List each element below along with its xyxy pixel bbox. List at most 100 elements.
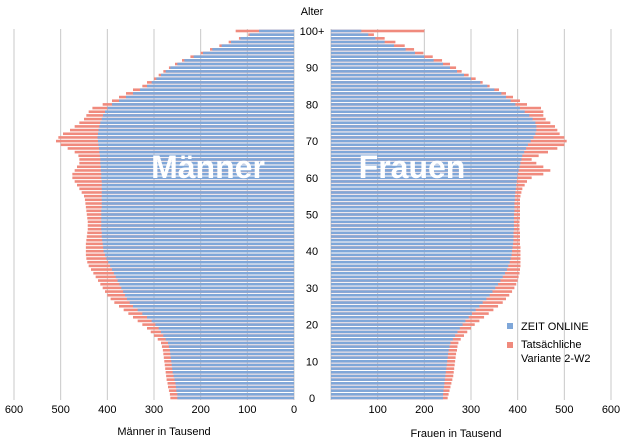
bar-zeit-frauen-age-13 (331, 348, 449, 352)
bar-zeit-maenner-age-91 (177, 62, 294, 66)
age-tick-40: 40 (306, 246, 318, 258)
bar-zeit-frauen-age-50 (331, 213, 514, 216)
bar-zeit-maenner-age-79 (107, 106, 294, 110)
bar-zeit-frauen-age-49 (331, 216, 514, 220)
bar-zeit-frauen-age-81 (331, 99, 511, 103)
bar-zeit-frauen-age-75 (331, 121, 536, 125)
bar-zeit-frauen-age-9 (331, 363, 447, 367)
bar-zeit-frauen-age-68 (331, 147, 527, 150)
legend-label-zeit: ZEIT ONLINE (521, 321, 589, 333)
bar-zeit-frauen-age-93 (331, 55, 425, 58)
bar-zeit-maenner-age-73 (98, 128, 294, 132)
bar-zeit-maenner-age-60 (101, 176, 295, 180)
age-axis-title: Alter (301, 6, 324, 18)
bar-zeit-frauen-age-88 (331, 73, 464, 77)
bar-zeit-maenner-age-36 (110, 264, 294, 268)
bar-zeit-frauen-age-79 (331, 106, 520, 110)
bar-zeit-frauen-age-87 (331, 77, 471, 81)
bar-zeit-frauen-age-61 (331, 172, 518, 176)
bar-zeit-frauen-age-2 (331, 389, 444, 392)
bar-zeit-frauen-age-70 (331, 139, 531, 143)
bar-zeit-maenner-age-15 (168, 341, 294, 345)
bar-zeit-frauen-age-66 (331, 154, 523, 158)
x-tick-frauen-200: 200 (415, 404, 433, 416)
bar-zeit-frauen-age-24 (331, 308, 476, 312)
bar-zeit-maenner-age-57 (101, 187, 294, 191)
bar-zeit-maenner-age-45 (101, 231, 294, 235)
bar-zeit-frauen-age-23 (331, 312, 472, 315)
bar-zeit-maenner-age-92 (184, 59, 294, 62)
x-tick-frauen-100: 100 (368, 404, 386, 416)
bar-zeit-maenner-age-88 (161, 73, 294, 77)
bar-zeit-maenner-age-10 (171, 360, 294, 363)
bar-zeit-frauen-age-43 (331, 238, 514, 242)
bar-zeit-maenner-age-20 (155, 323, 294, 326)
bar-zeit-maenner-age-86 (151, 81, 294, 84)
bar-zeit-maenner-age-85 (147, 84, 294, 88)
bar-zeit-maenner-age-22 (147, 315, 294, 319)
bar-zeit-maenner-age-32 (117, 279, 294, 282)
bar-zeit-frauen-age-82 (331, 95, 506, 99)
bar-zeit-maenner-age-65 (100, 158, 294, 161)
bar-zeit-frauen-age-38 (331, 257, 511, 260)
bar-zeit-maenner-age-100 (259, 29, 294, 33)
bar-zeit-maenner-age-49 (101, 216, 295, 220)
x-tick-maenner-600: 600 (5, 404, 23, 416)
x-tick-maenner-100: 100 (238, 404, 256, 416)
bar-zeit-maenner-age-3 (175, 385, 294, 389)
bar-zeit-frauen-age-33 (331, 275, 503, 279)
bar-zeit-frauen-age-25 (331, 304, 480, 308)
bar-zeit-maenner-age-6 (173, 374, 294, 378)
bar-zeit-maenner-age-5 (174, 378, 294, 381)
bar-zeit-frauen-age-42 (331, 242, 513, 246)
bar-zeit-maenner-age-13 (169, 348, 294, 352)
bar-zeit-maenner-age-14 (168, 345, 294, 348)
bar-zeit-maenner-age-56 (101, 191, 294, 194)
bar-zeit-maenner-age-99 (249, 33, 294, 36)
bar-zeit-frauen-age-58 (331, 183, 517, 187)
bar-zeit-frauen-age-39 (331, 253, 512, 257)
bar-zeit-frauen-age-52 (331, 205, 515, 209)
bar-zeit-frauen-age-37 (331, 260, 510, 264)
bar-zeit-maenner-age-63 (100, 165, 294, 169)
bar-zeit-frauen-age-92 (331, 59, 434, 62)
bar-zeit-frauen-age-17 (331, 334, 456, 337)
bar-zeit-maenner-age-80 (112, 103, 294, 106)
bar-zeit-frauen-age-97 (331, 40, 385, 44)
bar-zeit-maenner-age-81 (119, 99, 294, 103)
bar-zeit-frauen-age-60 (331, 176, 518, 180)
bar-zeit-maenner-age-38 (106, 257, 295, 260)
legend-swatch-zeit (507, 323, 513, 329)
bar-zeit-frauen-age-85 (331, 84, 488, 88)
bar-zeit-frauen-age-34 (331, 271, 506, 275)
x-tick-maenner-400: 400 (98, 404, 116, 416)
bar-zeit-maenner-age-82 (126, 95, 294, 99)
age-tick-20: 20 (306, 320, 318, 332)
bar-zeit-frauen-age-94 (331, 51, 415, 55)
bar-zeit-frauen-age-31 (331, 282, 499, 286)
bar-zeit-maenner-age-2 (176, 389, 294, 392)
bar-zeit-frauen-age-0 (331, 396, 443, 400)
bar-zeit-maenner-age-52 (101, 205, 294, 209)
bar-zeit-frauen-age-62 (331, 169, 519, 172)
bar-zeit-frauen-age-19 (331, 326, 460, 330)
bar-zeit-frauen-age-28 (331, 293, 490, 297)
bar-zeit-maenner-age-18 (161, 330, 294, 334)
bar-zeit-frauen-age-3 (331, 385, 444, 389)
bar-zeit-maenner-age-69 (98, 143, 294, 147)
bar-zeit-maenner-age-31 (119, 282, 294, 286)
bar-zeit-frauen-age-90 (331, 66, 450, 69)
bar-zeit-frauen-age-77 (331, 114, 530, 117)
bar-zeit-maenner-age-9 (171, 363, 294, 367)
x-tick-frauen-500: 500 (555, 404, 573, 416)
age-tick-100+: 100+ (300, 26, 325, 38)
bar-zeit-maenner-age-58 (101, 183, 294, 187)
bar-zeit-frauen-age-12 (331, 352, 449, 356)
bar-zeit-frauen-age-59 (331, 180, 517, 183)
legend-swatch-actual (507, 342, 513, 348)
bar-zeit-maenner-age-89 (165, 70, 294, 73)
bar-zeit-maenner-age-30 (121, 286, 294, 290)
bar-zeit-frauen-age-47 (331, 224, 514, 227)
bar-zeit-frauen-age-56 (331, 191, 516, 194)
